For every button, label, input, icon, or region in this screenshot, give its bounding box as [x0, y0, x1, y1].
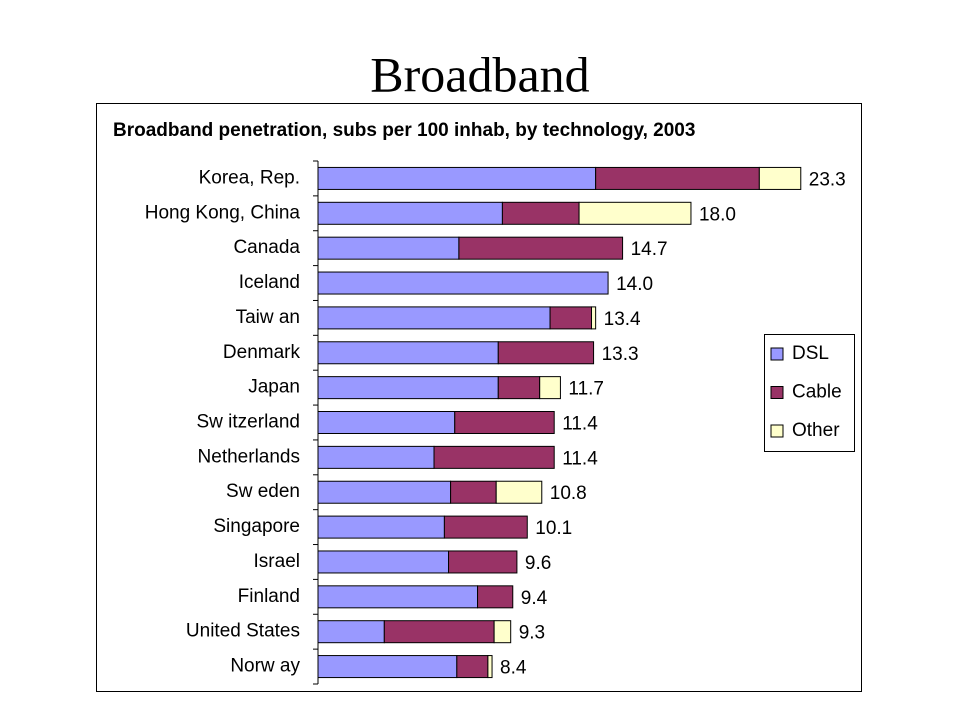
- total-label: 11.4: [562, 448, 598, 469]
- bar-segment: [317, 201, 503, 225]
- bar-segment: [758, 166, 802, 190]
- legend-swatch: [770, 424, 784, 438]
- bar-segment: [443, 515, 528, 539]
- category-label: Japan: [248, 377, 300, 398]
- bar-segment: [450, 480, 497, 504]
- slide-title: Broadband: [370, 46, 589, 102]
- category-label: Israel: [254, 551, 300, 572]
- category-label: Denmark: [223, 342, 301, 363]
- bar-segment: [317, 655, 458, 679]
- category-label: Hong Kong, China: [145, 202, 301, 223]
- category-label: Taiw an: [236, 307, 300, 328]
- bar-segment: [317, 585, 479, 609]
- bar-segment: [454, 411, 555, 434]
- bar-segment: [497, 341, 595, 365]
- bar-segment: [317, 411, 456, 434]
- category-label: United States: [186, 621, 300, 642]
- bar-segment: [317, 306, 551, 330]
- total-label: 14.7: [631, 239, 668, 260]
- total-label: 9.4: [521, 588, 548, 609]
- bar-segment: [317, 341, 499, 365]
- total-label: 9.6: [525, 553, 551, 574]
- bar-segment: [456, 655, 489, 679]
- total-label: 11.7: [568, 379, 604, 400]
- legend-swatch: [770, 386, 784, 399]
- bar-segment: [477, 585, 514, 609]
- bar-segment: [493, 620, 512, 644]
- total-label: 9.3: [519, 623, 545, 644]
- category-label: Korea, Rep.: [199, 167, 300, 188]
- bar-segment: [383, 620, 495, 644]
- bar-segment: [317, 445, 435, 469]
- bar-segment: [578, 201, 692, 225]
- bar-segment: [317, 376, 499, 400]
- bar-segment: [317, 236, 460, 260]
- bar-segment: [317, 480, 452, 504]
- bar-segment: [497, 376, 541, 400]
- total-label: 18.0: [699, 204, 736, 225]
- bar-segment: [317, 515, 445, 539]
- bar-segment: [595, 166, 760, 190]
- total-label: 13.3: [602, 344, 639, 365]
- total-label: 8.4: [500, 658, 527, 679]
- bar-segment: [317, 550, 450, 574]
- legend-label: DSL: [792, 343, 829, 364]
- category-label: Sw itzerland: [197, 412, 301, 433]
- legend-label: Other: [792, 420, 840, 441]
- chart-title: Broadband penetration, subs per 100 inha…: [113, 120, 695, 141]
- bar-segment: [458, 236, 624, 260]
- category-label: Sw eden: [226, 481, 300, 502]
- total-label: 13.4: [604, 309, 641, 330]
- category-label: Canada: [233, 237, 300, 258]
- category-label: Netherlands: [198, 446, 300, 467]
- total-label: 23.3: [809, 169, 846, 190]
- category-label: Norw ay: [230, 656, 300, 677]
- legend-swatch: [770, 347, 784, 361]
- total-label: 10.8: [550, 483, 587, 504]
- bar-segment: [495, 480, 543, 504]
- legend-label: Cable: [792, 382, 842, 403]
- bar-segment: [501, 201, 580, 225]
- total-label: 14.0: [616, 274, 653, 295]
- bar-segment: [317, 166, 597, 190]
- total-label: 11.4: [562, 414, 598, 435]
- bar-segment: [591, 306, 597, 330]
- bar-segment: [539, 376, 561, 400]
- bar-segment: [487, 655, 493, 679]
- bar-segment: [317, 620, 385, 644]
- category-label: Singapore: [213, 516, 300, 537]
- bar-segment: [433, 445, 555, 469]
- bar-segment: [448, 550, 518, 574]
- category-label: Finland: [238, 586, 300, 607]
- total-label: 10.1: [535, 518, 572, 539]
- bar-segment: [317, 271, 609, 295]
- bar-segment: [549, 306, 593, 330]
- category-label: Iceland: [239, 272, 300, 293]
